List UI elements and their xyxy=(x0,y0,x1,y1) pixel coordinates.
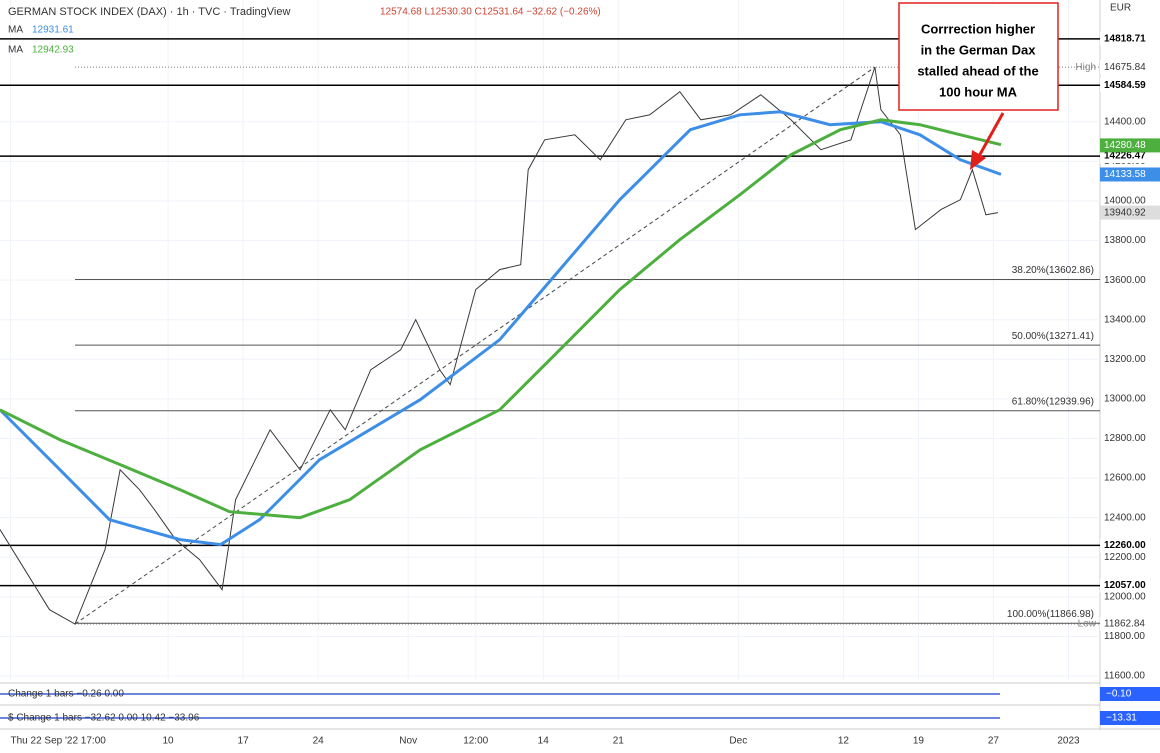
level-label: 14584.59 xyxy=(1104,80,1146,91)
low-text: Low xyxy=(1078,619,1097,630)
x-tick-label: 10 xyxy=(163,736,175,747)
x-tick-label: 27 xyxy=(988,736,1000,747)
price-tag xyxy=(1100,138,1160,153)
chart-title: GERMAN STOCK INDEX (DAX) · 1h · TVC · Tr… xyxy=(8,6,290,18)
x-tick-label: 2023 xyxy=(1057,736,1080,747)
annotation-text: in the German Dax xyxy=(921,42,1037,57)
y-tick-label: 12200.00 xyxy=(1104,552,1146,563)
annotation-arrowhead xyxy=(970,150,986,170)
moving-average xyxy=(0,110,1002,547)
indicator-value: −0.10 xyxy=(1106,689,1132,700)
y-tick-label: 13600.00 xyxy=(1104,275,1146,286)
level-label: 12260.00 xyxy=(1104,540,1146,551)
fib-label: 50.00%(13271.41) xyxy=(1012,331,1094,342)
price-tag-label: 13940.92 xyxy=(1104,207,1146,218)
y-tick-label: 14000.00 xyxy=(1104,196,1146,207)
indicator-tag xyxy=(1100,687,1160,701)
legend-name: MA xyxy=(8,25,23,36)
indicator-value: −13.31 xyxy=(1106,713,1137,724)
ohlc: 12574.68 L12530.30 C12531.64 −32.62 (−0.… xyxy=(380,7,601,18)
x-tick-label: 12 xyxy=(838,736,850,747)
moving-average xyxy=(0,118,1002,520)
annotation-arrow xyxy=(976,112,1005,159)
x-tick-label: Thu 22 Sep '22 17:00 xyxy=(11,736,107,747)
x-tick-label: Dec xyxy=(729,736,747,747)
price-tag xyxy=(1100,617,1160,632)
level-label: 14226.47 xyxy=(1104,151,1146,162)
indicator-label: $ Change 1 bars −32.62 0.00 10.42 −33.96 xyxy=(8,713,200,724)
price-tag xyxy=(1100,78,1160,93)
price-tag-label: 14280.48 xyxy=(1104,140,1146,151)
price-tag xyxy=(1100,149,1160,164)
y-tick-label: 13800.00 xyxy=(1104,235,1146,246)
low-label: 11862.84 xyxy=(1104,619,1145,630)
price-tag xyxy=(1100,538,1160,553)
price-tag xyxy=(1100,167,1160,182)
x-tick-label: 19 xyxy=(913,736,925,747)
currency: EUR xyxy=(1110,3,1131,14)
high-label: 14675.84 xyxy=(1104,62,1146,73)
legend-name: MA xyxy=(8,45,23,56)
price-tag xyxy=(1100,578,1160,593)
annotation-text: 100 hour MA xyxy=(939,84,1018,99)
indicator-label: Change 1 bars −0.26 0.00 xyxy=(8,689,124,700)
price-tag xyxy=(1100,205,1160,220)
y-tick-label: 13400.00 xyxy=(1104,314,1146,325)
annotation-box xyxy=(898,2,1059,111)
price-tag xyxy=(1100,60,1160,75)
x-tick-label: 21 xyxy=(613,736,625,747)
legend-value: 12931.61 xyxy=(32,25,74,36)
annotation-text: stalled ahead of the xyxy=(917,63,1038,78)
y-tick-label: 12600.00 xyxy=(1104,473,1146,484)
y-tick-label: 11600.00 xyxy=(1104,671,1145,682)
y-tick-label: 12000.00 xyxy=(1104,591,1146,602)
price-line xyxy=(0,66,999,625)
y-tick-label: 13200.00 xyxy=(1104,354,1146,365)
x-tick-label: 12:00 xyxy=(463,736,488,747)
x-tick-label: Nov xyxy=(399,736,417,747)
y-tick-label: 13000.00 xyxy=(1104,394,1146,405)
fib-label: 100.00%(11866.98) xyxy=(1007,609,1094,620)
y-tick-label: 12800.00 xyxy=(1104,433,1146,444)
y-tick-label: 11800.00 xyxy=(1104,631,1145,642)
y-tick-label: 12400.00 xyxy=(1104,512,1146,523)
fib-label: 61.80%(12939.96) xyxy=(1012,396,1094,407)
price-tag-label: 14133.58 xyxy=(1104,169,1146,180)
fib-label: 38.20%(13602.86) xyxy=(1012,265,1094,276)
level-label: 14818.71 xyxy=(1104,33,1146,44)
x-tick-label: 24 xyxy=(313,736,325,747)
x-tick-label: 14 xyxy=(538,736,550,747)
price-tag xyxy=(1100,31,1160,46)
indicator-tag xyxy=(1100,711,1160,725)
trendline xyxy=(74,66,876,625)
x-tick-label: 17 xyxy=(238,736,250,747)
y-tick-label: 14400.00 xyxy=(1104,116,1146,127)
legend-value: 12942.93 xyxy=(32,45,74,56)
level-label: 12057.00 xyxy=(1104,580,1146,591)
annotation-text: Corrrection higher xyxy=(921,21,1035,36)
high-text: High xyxy=(1075,62,1096,73)
